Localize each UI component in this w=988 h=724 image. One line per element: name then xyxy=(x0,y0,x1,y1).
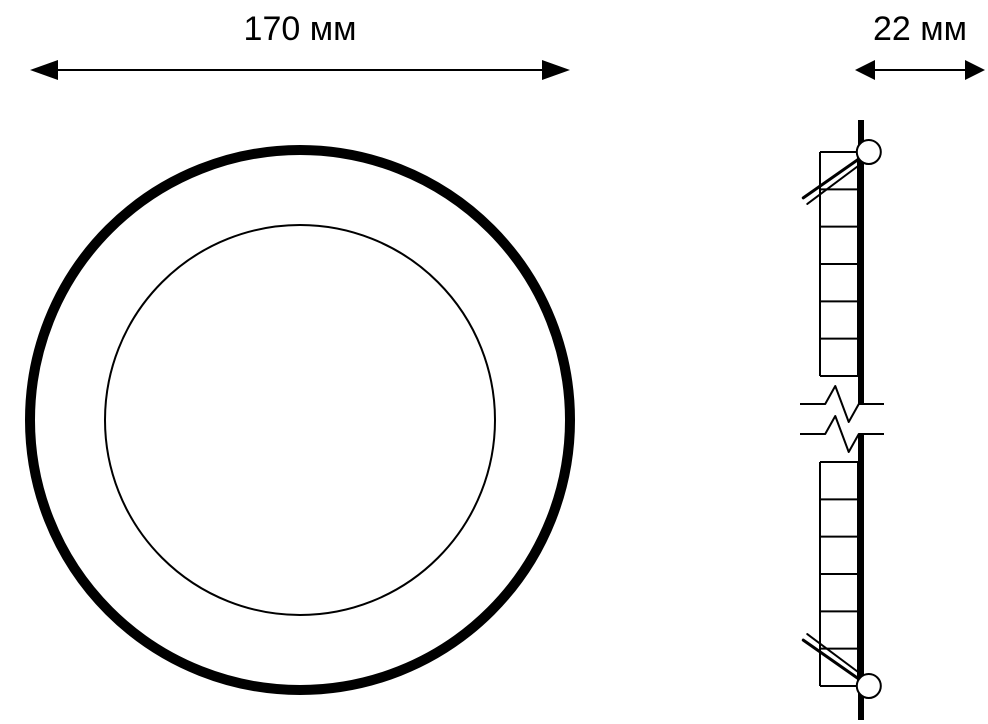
dimension-label: 22 мм xyxy=(873,10,967,48)
dimension-label: 170 мм xyxy=(244,10,357,48)
